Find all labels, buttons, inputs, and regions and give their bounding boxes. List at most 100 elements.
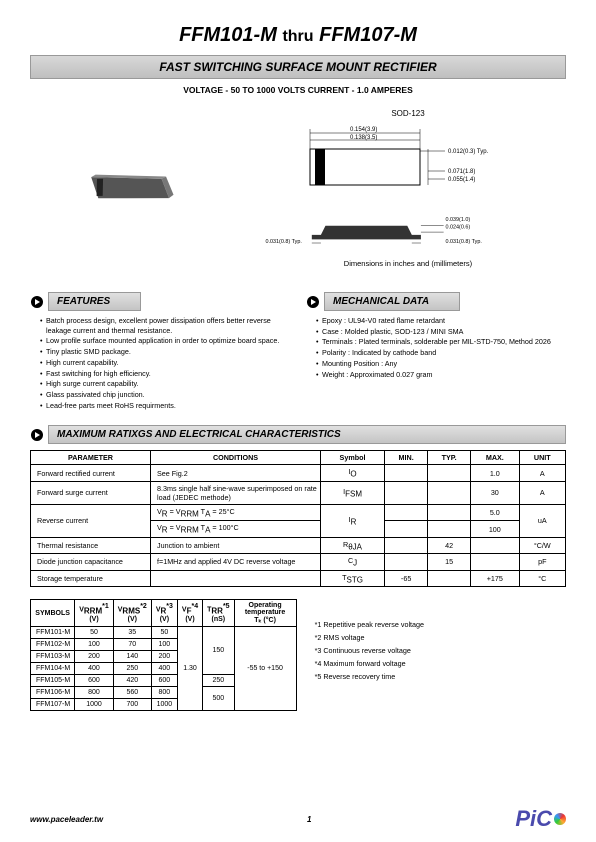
table-cell: Thermal resistance — [31, 537, 151, 553]
table-header: MIN. — [385, 451, 428, 465]
footnote: *5 Reverse recovery time — [315, 671, 424, 684]
footnote: *4 Maximum forward voltage — [315, 658, 424, 671]
features-list: Batch process design, excellent power di… — [30, 316, 290, 410]
table-cell: -65 — [385, 570, 428, 586]
table-cell: 560 — [113, 687, 151, 699]
table-cell: 400 — [151, 663, 177, 675]
page-number: 1 — [307, 815, 311, 824]
table-cell — [385, 554, 428, 570]
voltcurrent: VOLTAGE - 50 TO 1000 VOLTS CURRENT - 1.0… — [30, 85, 566, 95]
table-cell — [385, 465, 428, 481]
package-label: SOD-123 — [250, 109, 566, 118]
list-item: Batch process design, excellent power di… — [40, 316, 290, 335]
table-cell: 800 — [75, 687, 114, 699]
package-render — [30, 109, 230, 268]
table-cell: 8.3ms single half sine-wave superimposed… — [151, 481, 321, 504]
page-title: FFM101-M thru FFM107-M — [30, 24, 566, 47]
table-cell: A — [519, 481, 565, 504]
table-cell — [385, 481, 428, 504]
table-cell: 420 — [113, 675, 151, 687]
table-cell: FFM102-M — [31, 639, 75, 651]
list-item: Weight : Approximated 0.027 gram — [316, 370, 566, 380]
table-cell: Junction to ambient — [151, 537, 321, 553]
arrow-icon — [30, 428, 44, 442]
table-cell: VR = VRRM TA = 25°C — [151, 504, 321, 520]
table-cell: IR — [321, 504, 385, 537]
list-item: Mounting Position : Any — [316, 359, 566, 369]
table-cell: 5.0 — [471, 504, 520, 520]
table-cell: 1000 — [151, 699, 177, 711]
list-item: Polarity : Indicated by cathode band — [316, 348, 566, 358]
table-cell: 100 — [75, 639, 114, 651]
table-cell: 200 — [75, 651, 114, 663]
svg-text:0.024(0.6): 0.024(0.6) — [445, 224, 470, 230]
table-cell: 100 — [151, 639, 177, 651]
footnote: *2 RMS voltage — [315, 632, 424, 645]
part-to: FFM107-M — [319, 24, 417, 46]
list-item: Fast switching for high efficiency. — [40, 369, 290, 379]
table-cell: 1000 — [75, 699, 114, 711]
table-cell: f=1MHz and applied 4V DC reverse voltage — [151, 554, 321, 570]
table-cell: -55 to +150 — [234, 627, 296, 711]
package-side-drawing: 0.039(1.0) 0.024(0.6) 0.031(0.8) Typ. 0.… — [250, 203, 510, 253]
table-cell: 30 — [471, 481, 520, 504]
table-cell — [151, 570, 321, 586]
table-cell: See Fig.2 — [151, 465, 321, 481]
table-cell: RθJA — [321, 537, 385, 553]
table-cell: IFSM — [321, 481, 385, 504]
svg-text:0.012(0.3) Typ.: 0.012(0.3) Typ. — [448, 149, 489, 155]
table-cell: 1.0 — [471, 465, 520, 481]
table-cell: 500 — [203, 687, 234, 711]
footer-url: www.paceleader.tw — [30, 815, 103, 824]
subtitle: FAST SWITCHING SURFACE MOUNT RECTIFIER — [30, 55, 566, 79]
table-cell — [428, 521, 471, 537]
dim-caption: Dimensions in inches and (millimeters) — [250, 259, 566, 268]
table-header: TYP. — [428, 451, 471, 465]
table-cell: FFM105-M — [31, 675, 75, 687]
table-cell: 250 — [113, 663, 151, 675]
table-header: PARAMETER — [31, 451, 151, 465]
table-cell: 250 — [203, 675, 234, 687]
table-cell — [428, 570, 471, 586]
footnotes: *1 Repetitive peak reverse voltage*2 RMS… — [315, 599, 424, 684]
table-cell: 42 — [428, 537, 471, 553]
table-header: CONDITIONS — [151, 451, 321, 465]
table-cell: FFM103-M — [31, 651, 75, 663]
table-cell: 800 — [151, 687, 177, 699]
table-cell: VR = VRRM TA = 100°C — [151, 521, 321, 537]
list-item: Lead-free parts meet RoHS requirments. — [40, 401, 290, 411]
list-item: Tiny plastic SMD package. — [40, 347, 290, 357]
ratings-header: MAXIMUM RATIXGS AND ELECTRICAL CHARACTER… — [48, 425, 566, 444]
mechdata-header: MECHANICAL DATA — [324, 292, 460, 311]
package-top-drawing: 0.154(3.9) 0.138(3.5) 0.012(0.3) Typ. 0.… — [250, 121, 510, 201]
table-cell: 1.30 — [177, 627, 202, 711]
table-cell: Storage temperature — [31, 570, 151, 586]
list-item: High surge current capability. — [40, 379, 290, 389]
table-cell — [385, 521, 428, 537]
svg-text:0.071(1.8): 0.071(1.8) — [448, 169, 475, 175]
part-from: FFM101-M — [179, 24, 277, 46]
list-item: Low profile surface mounted application … — [40, 336, 290, 346]
table-cell — [428, 504, 471, 520]
table-cell: FFM101-M — [31, 627, 75, 639]
svg-text:0.055(1.4): 0.055(1.4) — [448, 177, 475, 183]
table-cell: °C — [519, 570, 565, 586]
table-cell — [471, 537, 520, 553]
svg-text:0.138(3.5): 0.138(3.5) — [350, 135, 377, 141]
table-cell: CJ — [321, 554, 385, 570]
table-cell: °C/W — [519, 537, 565, 553]
list-item: Glass passivated chip junction. — [40, 390, 290, 400]
footnote: *1 Repetitive peak reverse voltage — [315, 619, 424, 632]
table-cell: uA — [519, 504, 565, 537]
list-item: Epoxy : UL94-V0 rated flame retardant — [316, 316, 566, 326]
table-cell: 100 — [471, 521, 520, 537]
table-cell: Forward rectified current — [31, 465, 151, 481]
table-cell — [385, 537, 428, 553]
svg-text:0.154(3.9): 0.154(3.9) — [350, 127, 377, 133]
table-cell — [471, 554, 520, 570]
table-cell: 200 — [151, 651, 177, 663]
table-cell: TSTG — [321, 570, 385, 586]
arrow-icon — [30, 295, 44, 309]
table-cell — [428, 481, 471, 504]
table-cell: 400 — [75, 663, 114, 675]
